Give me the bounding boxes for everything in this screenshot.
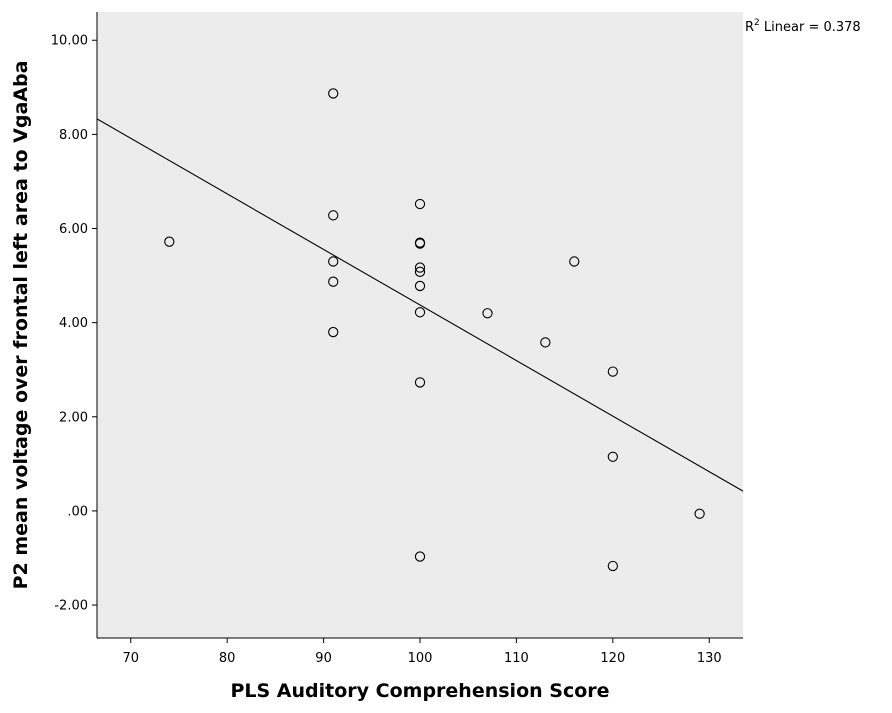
y-tick-label: 4.00	[59, 316, 88, 331]
x-tick-label: 100	[408, 651, 433, 666]
data-point	[414, 377, 426, 388]
y-tick-label: .00	[67, 504, 88, 519]
data-point	[482, 308, 493, 319]
y-axis-ticks: -2.00 .00 2.00 4.00 6.00 8.00 10.00	[51, 34, 97, 614]
x-tick-label: 70	[122, 651, 139, 666]
x-axis-title: PLS Auditory Comprehension Score	[230, 680, 609, 702]
y-tick-label: 6.00	[59, 222, 88, 237]
data-point	[328, 276, 339, 287]
x-tick-label: 80	[219, 651, 236, 666]
data-point	[414, 238, 426, 249]
fit-line-layer	[96, 118, 744, 492]
x-tick-label: 90	[315, 651, 332, 666]
data-point	[328, 326, 339, 338]
data-point	[607, 560, 618, 572]
data-point	[540, 337, 551, 348]
y-tick-label: 8.00	[59, 128, 88, 143]
data-point	[414, 266, 426, 277]
y-tick-label: 2.00	[59, 410, 88, 425]
x-tick-label: 110	[504, 651, 529, 666]
x-tick-label: 120	[600, 651, 625, 666]
data-point	[414, 262, 426, 273]
data-point	[328, 256, 339, 267]
x-tick-label: 130	[697, 651, 722, 666]
data-point	[414, 280, 426, 292]
r2-superscript: 2	[754, 18, 760, 28]
data-point	[414, 198, 426, 210]
data-points	[164, 88, 705, 572]
r2-annotation: R2 Linear = 0.378	[745, 18, 861, 35]
data-point	[164, 236, 175, 247]
plot-area	[97, 12, 743, 638]
y-tick-label: -2.00	[54, 599, 88, 614]
x-axis-ticks: 70 80 90 100 110 120 130	[122, 638, 722, 666]
data-point	[607, 451, 618, 462]
data-point	[569, 256, 580, 267]
r2-prefix: R	[745, 20, 754, 35]
data-point	[607, 366, 618, 377]
r2-value: Linear = 0.378	[760, 20, 861, 35]
linear-fit-line	[96, 118, 744, 492]
data-point	[694, 508, 705, 519]
y-axis-title: P2 mean voltage over frontal left area t…	[10, 61, 32, 590]
y-tick-label: 10.00	[51, 34, 88, 49]
data-point	[414, 551, 426, 562]
data-point	[414, 307, 426, 318]
data-point	[328, 88, 339, 99]
data-point	[328, 210, 339, 221]
